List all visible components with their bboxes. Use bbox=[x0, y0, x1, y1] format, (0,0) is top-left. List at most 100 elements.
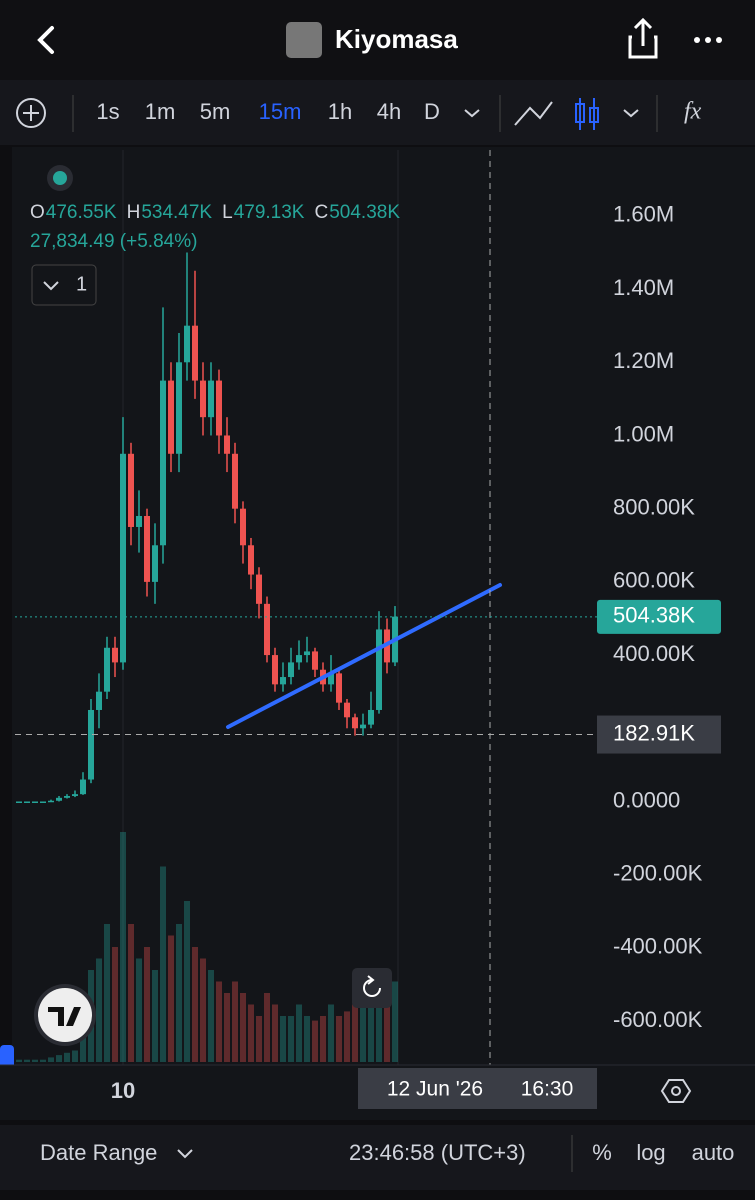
volume-bar bbox=[344, 1011, 350, 1062]
volume-bar bbox=[112, 947, 118, 1062]
logo-mark bbox=[48, 1007, 81, 1026]
auto-button[interactable]: auto bbox=[692, 1140, 735, 1165]
candle-body bbox=[144, 516, 150, 582]
y-tick-label: 0.0000 bbox=[613, 787, 680, 812]
volume-bar bbox=[80, 1027, 86, 1062]
volume-bar bbox=[256, 1016, 262, 1062]
volume-bar bbox=[296, 1004, 302, 1062]
ohlc-value: 479.13K bbox=[234, 202, 305, 223]
y-tick-label: 1.20M bbox=[613, 348, 674, 373]
interval-button[interactable]: 1h bbox=[328, 99, 352, 124]
volume-bar bbox=[128, 924, 134, 1062]
percent-button[interactable]: % bbox=[592, 1140, 612, 1165]
pane-toggle[interactable] bbox=[31, 264, 97, 306]
y-tick-label: 1.60M bbox=[613, 202, 674, 227]
ohlc-key: O bbox=[30, 202, 45, 223]
line-chart-button[interactable] bbox=[514, 101, 553, 126]
interval-button[interactable]: 4h bbox=[377, 99, 401, 124]
ohlc-value: 476.55K bbox=[46, 202, 117, 223]
volume-bar bbox=[200, 958, 206, 1062]
date-range-button[interactable]: Date Range bbox=[40, 1140, 157, 1165]
volume-bar bbox=[392, 981, 398, 1062]
ohlc-key: H bbox=[127, 202, 141, 223]
interval-button[interactable]: 5m bbox=[200, 99, 231, 124]
volume-bar bbox=[24, 1059, 30, 1062]
interval-button[interactable]: 1s bbox=[96, 99, 119, 124]
volume-bar bbox=[272, 1004, 278, 1062]
candle-chart-button[interactable] bbox=[575, 98, 599, 130]
candle-body bbox=[288, 662, 294, 678]
volume-bar bbox=[168, 935, 174, 1062]
candle-body bbox=[104, 647, 110, 692]
ohlc-value: 534.47K bbox=[141, 202, 212, 223]
volume-bar bbox=[16, 1059, 22, 1062]
x-tick-label: 10 bbox=[111, 1078, 135, 1103]
volume-bar bbox=[368, 981, 374, 1062]
volume-bar bbox=[160, 866, 166, 1062]
crosshair-price-box bbox=[597, 715, 721, 754]
last-price-label: 504.38K bbox=[613, 603, 695, 628]
volume-bar bbox=[264, 993, 270, 1062]
volume-bar bbox=[216, 981, 222, 1062]
candle-body bbox=[72, 794, 78, 796]
back-button[interactable] bbox=[37, 26, 54, 54]
candle-body bbox=[280, 677, 286, 685]
candle-body bbox=[304, 651, 310, 656]
candle-body bbox=[152, 545, 158, 582]
candle-body bbox=[112, 647, 118, 663]
clock: 23:46:58 (UTC+3) bbox=[349, 1140, 526, 1165]
volume-bar bbox=[312, 1020, 318, 1062]
volume-bar bbox=[56, 1055, 62, 1062]
candle-body bbox=[56, 797, 62, 801]
avatar[interactable] bbox=[286, 22, 322, 58]
candle-body bbox=[272, 655, 278, 685]
candle-body bbox=[256, 574, 262, 604]
more-button[interactable] bbox=[694, 37, 722, 43]
settings-button[interactable] bbox=[660, 1079, 692, 1103]
interval-button[interactable]: 1m bbox=[145, 99, 176, 124]
interval-menu[interactable] bbox=[464, 109, 480, 118]
candle-body bbox=[248, 545, 254, 575]
volume-bar bbox=[104, 924, 110, 1062]
candle-body bbox=[16, 801, 22, 803]
volume-bar bbox=[240, 993, 246, 1062]
volume-bar bbox=[192, 947, 198, 1062]
chevron bbox=[43, 281, 59, 291]
candle-body bbox=[24, 801, 30, 803]
candle-body bbox=[80, 779, 86, 795]
candle-body bbox=[168, 380, 174, 454]
volume-bar bbox=[40, 1059, 46, 1062]
y-tick-label: -200.00K bbox=[613, 860, 703, 885]
change-text: 27,834.49 (+5.84%) bbox=[30, 231, 197, 252]
candle-body bbox=[240, 508, 246, 546]
interval-button[interactable]: 15m bbox=[259, 99, 302, 124]
trend-line-drawing[interactable] bbox=[226, 583, 502, 729]
candle-body bbox=[232, 453, 238, 509]
ohlc-value: 504.38K bbox=[329, 202, 400, 223]
candle-body bbox=[200, 380, 206, 418]
y-tick-label: -400.00K bbox=[613, 934, 703, 959]
share-button[interactable] bbox=[628, 17, 658, 59]
candle-body bbox=[264, 603, 270, 656]
reset-button[interactable] bbox=[352, 968, 392, 1008]
y-tick-label: 400.00K bbox=[613, 641, 695, 666]
logo bbox=[38, 988, 92, 1042]
header-title: Kiyomasa bbox=[335, 24, 458, 54]
chart-type-menu[interactable] bbox=[623, 109, 639, 118]
interval-button[interactable]: D bbox=[424, 99, 440, 124]
candle-body bbox=[344, 702, 350, 718]
ohlc-key: C bbox=[314, 202, 328, 223]
crosshair-time-box bbox=[358, 1068, 597, 1109]
bottom-bar bbox=[0, 1125, 755, 1190]
candle-body bbox=[176, 362, 182, 454]
indicators-button[interactable]: fx bbox=[684, 99, 702, 125]
y-tick-label: 600.00K bbox=[613, 568, 695, 593]
y-tick-label: 800.00K bbox=[613, 494, 695, 519]
candle-body bbox=[328, 673, 334, 685]
log-button[interactable]: log bbox=[636, 1140, 665, 1165]
volume-bar bbox=[208, 970, 214, 1062]
candle-body bbox=[336, 673, 342, 703]
candle-body bbox=[64, 795, 70, 798]
add-button[interactable] bbox=[16, 98, 46, 128]
candle-body bbox=[216, 380, 222, 436]
